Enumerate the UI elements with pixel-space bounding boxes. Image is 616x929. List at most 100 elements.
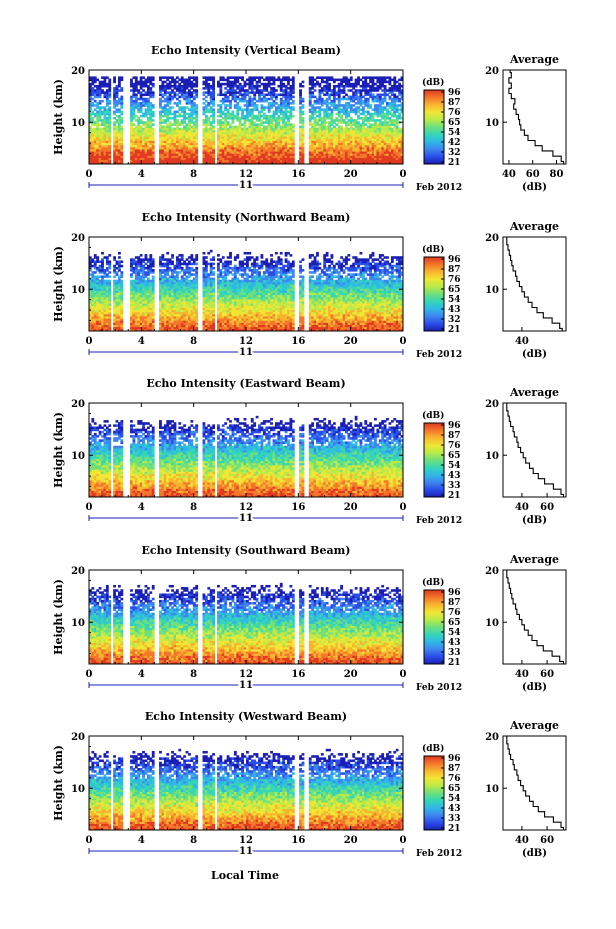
y-axis-label: Height (km) bbox=[52, 246, 65, 322]
heatmap-cell bbox=[371, 123, 375, 126]
heatmap-cell bbox=[139, 84, 143, 88]
heatmap-cell bbox=[183, 78, 187, 82]
heatmap-cell bbox=[289, 84, 293, 88]
heatmap-cell bbox=[115, 138, 119, 141]
heatmap-cell bbox=[277, 104, 281, 107]
heatmap-cell bbox=[149, 82, 153, 86]
heatmap-cell bbox=[262, 142, 266, 146]
heatmap-cell bbox=[103, 149, 107, 152]
heatmap-cell bbox=[159, 157, 162, 161]
heatmap-cell bbox=[183, 134, 187, 137]
heatmap-cell bbox=[361, 138, 365, 141]
heatmap-cell bbox=[163, 151, 167, 154]
heatmap-cell bbox=[190, 84, 194, 88]
heatmap-cell bbox=[361, 140, 365, 144]
heatmap-cell bbox=[243, 153, 247, 156]
heatmap-cell bbox=[207, 146, 211, 150]
heatmap-cell bbox=[311, 80, 315, 84]
heatmap-cell bbox=[311, 146, 315, 150]
heatmap-cell bbox=[134, 97, 138, 101]
heatmap-cell bbox=[93, 127, 97, 131]
heatmap-cell bbox=[98, 157, 102, 161]
heatmap-cell bbox=[204, 110, 208, 114]
heatmap-cell bbox=[267, 146, 271, 150]
heatmap-cell bbox=[243, 93, 247, 97]
heatmap-cell bbox=[270, 138, 273, 141]
heatmap-cell bbox=[289, 87, 293, 90]
heatmap-cell bbox=[330, 89, 334, 92]
heatmap-cell bbox=[279, 97, 283, 101]
heatmap-cell bbox=[185, 144, 189, 148]
heatmap-cell bbox=[325, 114, 329, 118]
heatmap-cell bbox=[289, 89, 293, 92]
heatmap-cell bbox=[209, 76, 213, 79]
heatmap-cell bbox=[113, 136, 116, 139]
heatmap-cell bbox=[371, 108, 375, 111]
heatmap-cell bbox=[217, 144, 220, 148]
heatmap-cell bbox=[217, 127, 220, 131]
heatmap-cell bbox=[96, 159, 100, 163]
heatmap-cell bbox=[349, 82, 353, 86]
heatmap-cell bbox=[204, 144, 208, 148]
heatmap-cell bbox=[151, 114, 155, 118]
heatmap-cell bbox=[267, 142, 271, 146]
heatmap-cell bbox=[381, 121, 385, 124]
heatmap-cell bbox=[192, 155, 196, 158]
heatmap-cell bbox=[161, 138, 165, 141]
heatmap-cell bbox=[381, 106, 385, 109]
heatmap-cell bbox=[287, 131, 290, 135]
heatmap-cell bbox=[188, 129, 191, 133]
heatmap-cell bbox=[108, 271, 112, 274]
heatmap-cell bbox=[260, 99, 264, 103]
heatmap-cell bbox=[229, 125, 232, 129]
heatmap-cell bbox=[357, 102, 360, 105]
heatmap-cell bbox=[212, 134, 215, 137]
heatmap-cell bbox=[134, 127, 138, 131]
heatmap-cell bbox=[287, 157, 290, 161]
heatmap-cell bbox=[105, 134, 109, 137]
heatmap-cell bbox=[277, 155, 281, 158]
heatmap-cell bbox=[89, 136, 92, 139]
heatmap-cell bbox=[233, 82, 237, 86]
heatmap-cell bbox=[277, 110, 281, 114]
heatmap-cell bbox=[354, 89, 358, 92]
heatmap-cell bbox=[374, 161, 377, 165]
heatmap-cell bbox=[398, 127, 401, 131]
heatmap-cell bbox=[89, 153, 92, 156]
heatmap-cell bbox=[330, 93, 334, 97]
heatmap-cell bbox=[159, 97, 162, 101]
heatmap-cell bbox=[308, 153, 312, 156]
heatmap-cell bbox=[253, 144, 257, 148]
heatmap-cell bbox=[342, 80, 346, 84]
heatmap-cell bbox=[311, 76, 315, 79]
heatmap-cell bbox=[149, 127, 153, 131]
heatmap-cell bbox=[258, 159, 261, 163]
heatmap-cell bbox=[308, 138, 312, 141]
heatmap-cell bbox=[93, 260, 97, 264]
heatmap-cell bbox=[337, 119, 341, 122]
heatmap-cell bbox=[335, 136, 339, 139]
heatmap-cell bbox=[163, 125, 167, 129]
heatmap-cell bbox=[260, 106, 264, 109]
heatmap-cell bbox=[159, 161, 162, 165]
heatmap-cell bbox=[349, 119, 353, 122]
heatmap-cell bbox=[349, 157, 353, 161]
heatmap-cell bbox=[219, 134, 223, 137]
heatmap-cell bbox=[113, 146, 116, 150]
heatmap-cell bbox=[260, 93, 264, 97]
heatmap-cell bbox=[284, 129, 288, 133]
heatmap-cell bbox=[103, 129, 107, 133]
heatmap-cell bbox=[313, 138, 317, 141]
heatmap-cell bbox=[120, 104, 124, 107]
heatmap-cell bbox=[328, 138, 331, 141]
heatmap-cell bbox=[115, 134, 119, 137]
heatmap-cell bbox=[320, 157, 324, 161]
heatmap-cell bbox=[132, 117, 136, 120]
heatmap-cell bbox=[318, 161, 322, 165]
heatmap-cell bbox=[253, 95, 257, 99]
heatmap-cell bbox=[364, 149, 368, 152]
heatmap-cell bbox=[366, 134, 370, 137]
heatmap-cell bbox=[369, 87, 372, 90]
heatmap-cell bbox=[376, 161, 380, 165]
heatmap-cell bbox=[144, 153, 148, 156]
